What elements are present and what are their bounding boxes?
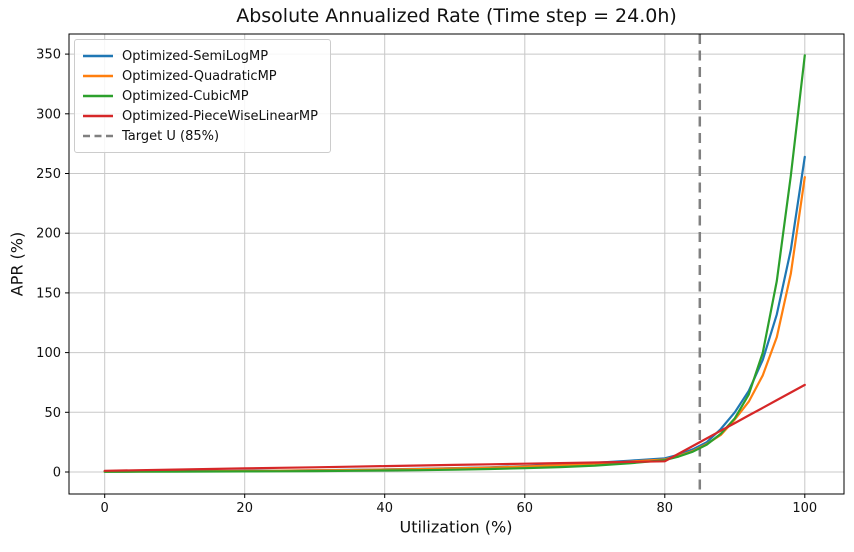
legend-line-swatch (83, 94, 113, 98)
chart-title: Absolute Annualized Rate (Time step = 24… (236, 5, 677, 27)
y-tick-label: 200 (36, 227, 61, 242)
x-tick-label: 40 (376, 501, 393, 516)
legend-label: Optimized-CubicMP (122, 88, 249, 104)
y-axis-label: APR (%) (7, 231, 27, 297)
x-tick-label: 20 (236, 501, 253, 516)
x-tick-label: 100 (792, 501, 817, 516)
legend-label: Optimized-QuadraticMP (122, 68, 277, 84)
legend-label: Optimized-PieceWiseLinearMP (122, 108, 318, 124)
legend-item: Optimized-SemiLogMP (83, 46, 318, 66)
legend-line-swatch (83, 114, 113, 118)
y-tick-label: 300 (36, 107, 61, 122)
y-tick-label: 250 (36, 167, 61, 182)
y-tick-label: 50 (44, 406, 61, 421)
legend-line-swatch (83, 54, 113, 58)
y-tick-label: 0 (53, 466, 61, 481)
series-line-optimized-piecewiselinearmp (103, 383, 806, 472)
legend-label: Optimized-SemiLogMP (122, 48, 269, 64)
legend-line-swatch (83, 134, 113, 138)
legend-item: Optimized-QuadraticMP (83, 66, 318, 86)
axes-frame (68, 33, 845, 495)
x-axis-label: Utilization (%) (399, 517, 513, 537)
legend-item: Optimized-PieceWiseLinearMP (83, 106, 318, 126)
x-tick-label: 60 (517, 501, 534, 516)
x-tick-label: 0 (101, 501, 109, 516)
legend-item: Optimized-CubicMP (83, 86, 318, 106)
legend-item: Target U (85%) (83, 126, 318, 146)
series-line-optimized-cubicmp (103, 54, 806, 473)
x-tick-label: 80 (657, 501, 674, 516)
y-tick-label: 150 (36, 286, 61, 301)
y-tick-label: 350 (36, 48, 61, 63)
legend-label: Target U (85%) (122, 128, 220, 144)
legend-line-swatch (83, 74, 113, 78)
y-tick-label: 100 (36, 346, 61, 361)
legend: Optimized-SemiLogMP Optimized-QuadraticMP… (74, 39, 331, 153)
